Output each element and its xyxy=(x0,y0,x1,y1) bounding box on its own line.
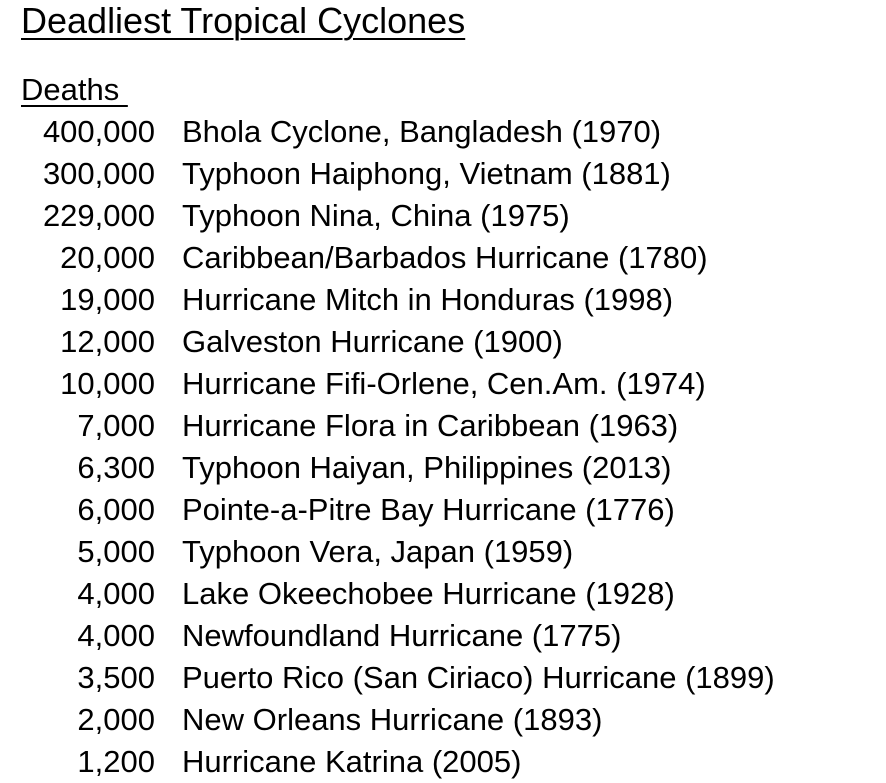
list-item: 1,200 Hurricane Katrina (2005) xyxy=(0,741,775,783)
deaths-value: 20,000 xyxy=(60,240,155,275)
list-item: 4,000 Lake Okeechobee Hurricane (1928) xyxy=(0,573,775,615)
list-item: 12,000 Galveston Hurricane (1900) xyxy=(0,321,775,363)
list-item: 7,000 Hurricane Flora in Caribbean (1963… xyxy=(0,405,775,447)
cyclone-name: Typhoon Vera, Japan (1959) xyxy=(182,534,574,569)
list-item: 19,000 Hurricane Mitch in Honduras (1998… xyxy=(0,279,775,321)
deaths-value: 4,000 xyxy=(77,618,155,653)
deaths-column-header: Deaths xyxy=(21,72,128,107)
cyclone-name: Typhoon Haiyan, Philippines (2013) xyxy=(182,450,672,485)
deaths-value: 12,000 xyxy=(60,324,155,359)
page-title: Deadliest Tropical Cyclones xyxy=(21,0,466,41)
list-item: 5,000 Typhoon Vera, Japan (1959) xyxy=(0,531,775,573)
list-item: 6,000 Pointe-a-Pitre Bay Hurricane (1776… xyxy=(0,489,775,531)
list-item: 2,000 New Orleans Hurricane (1893) xyxy=(0,699,775,741)
cyclone-list: 400,000 Bhola Cyclone, Bangladesh (1970)… xyxy=(0,111,775,783)
list-item: 3,500 Puerto Rico (San Ciriaco) Hurrican… xyxy=(0,657,775,699)
cyclone-name: Hurricane Katrina (2005) xyxy=(182,744,522,779)
list-item: 229,000 Typhoon Nina, China (1975) xyxy=(0,195,775,237)
deaths-value: 4,000 xyxy=(77,576,155,611)
cyclone-name: Hurricane Fifi-Orlene, Cen.Am. (1974) xyxy=(182,366,706,401)
list-item: 4,000 Newfoundland Hurricane (1775) xyxy=(0,615,775,657)
cyclone-name: Galveston Hurricane (1900) xyxy=(182,324,563,359)
cyclone-name: New Orleans Hurricane (1893) xyxy=(182,702,603,737)
deaths-value: 1,200 xyxy=(77,744,155,779)
deaths-value: 3,500 xyxy=(77,660,155,695)
cyclone-name: Newfoundland Hurricane (1775) xyxy=(182,618,622,653)
cyclone-name: Puerto Rico (San Ciriaco) Hurricane (189… xyxy=(182,660,775,695)
deaths-value: 400,000 xyxy=(42,114,155,149)
cyclone-name: Pointe-a-Pitre Bay Hurricane (1776) xyxy=(182,492,675,527)
cyclone-name: Hurricane Mitch in Honduras (1998) xyxy=(182,282,674,317)
deaths-value: 5,000 xyxy=(77,534,155,569)
cyclone-name: Hurricane Flora in Caribbean (1963) xyxy=(182,408,679,443)
cyclone-name: Caribbean/Barbados Hurricane (1780) xyxy=(182,240,708,275)
cyclone-name: Lake Okeechobee Hurricane (1928) xyxy=(182,576,675,611)
deaths-value: 300,000 xyxy=(42,156,155,191)
deaths-value: 7,000 xyxy=(77,408,155,443)
list-item: 400,000 Bhola Cyclone, Bangladesh (1970) xyxy=(0,111,775,153)
cyclone-name: Typhoon Haiphong, Vietnam (1881) xyxy=(182,156,671,191)
list-item: 20,000 Caribbean/Barbados Hurricane (178… xyxy=(0,237,775,279)
deaths-value: 6,000 xyxy=(77,492,155,527)
cyclone-name: Typhoon Nina, China (1975) xyxy=(182,198,570,233)
deaths-value: 2,000 xyxy=(77,702,155,737)
deaths-value: 6,300 xyxy=(77,450,155,485)
list-item: 300,000 Typhoon Haiphong, Vietnam (1881) xyxy=(0,153,775,195)
deaths-value: 229,000 xyxy=(42,198,155,233)
deaths-value: 19,000 xyxy=(60,282,155,317)
list-item: 10,000 Hurricane Fifi-Orlene, Cen.Am. (1… xyxy=(0,363,775,405)
deaths-value: 10,000 xyxy=(60,366,155,401)
cyclone-name: Bhola Cyclone, Bangladesh (1970) xyxy=(182,114,662,149)
list-item: 6,300 Typhoon Haiyan, Philippines (2013) xyxy=(0,447,775,489)
